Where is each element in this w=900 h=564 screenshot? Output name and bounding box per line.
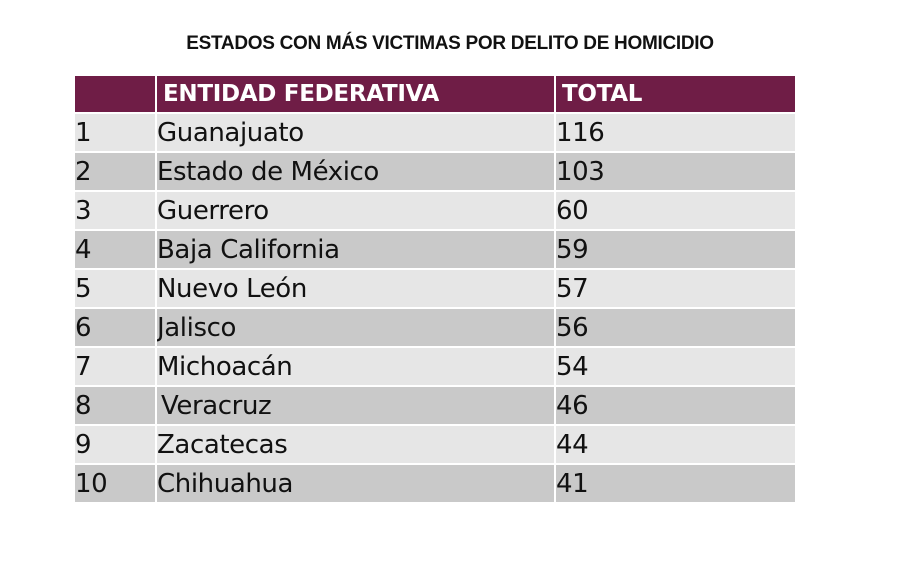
table-header-row: ENTIDAD FEDERATIVA TOTAL [73, 74, 797, 114]
table-row: 1 Guanajuato 116 [73, 112, 797, 153]
rank-cell: 8 [73, 385, 157, 426]
table-row: 10 Chihuahua 41 [73, 463, 797, 504]
rank-cell: 5 [73, 268, 157, 309]
homicide-victims-table: ENTIDAD FEDERATIVA TOTAL 1 Guanajuato 11… [73, 74, 797, 504]
rank-cell: 4 [73, 229, 157, 270]
header-entidad-federativa: ENTIDAD FEDERATIVA [155, 74, 556, 114]
table-row: 5 Nuevo León 57 [73, 268, 797, 309]
table-row: 9 Zacatecas 44 [73, 424, 797, 465]
entidad-cell: Nuevo León [155, 268, 556, 309]
entidad-cell: Guanajuato [155, 112, 556, 153]
total-cell: 46 [554, 385, 797, 426]
header-rank [73, 74, 157, 114]
table-row: 4 Baja California 59 [73, 229, 797, 270]
rank-cell: 7 [73, 346, 157, 387]
total-cell: 56 [554, 307, 797, 348]
header-total: TOTAL [554, 74, 797, 114]
rank-cell: 1 [73, 112, 157, 153]
entidad-cell: Baja California [155, 229, 556, 270]
rank-cell: 6 [73, 307, 157, 348]
entidad-cell: Veracruz [155, 385, 556, 426]
rank-cell: 10 [73, 463, 157, 504]
total-cell: 103 [554, 151, 797, 192]
table-row: 6 Jalisco 56 [73, 307, 797, 348]
entidad-cell: Guerrero [155, 190, 556, 231]
entidad-cell: Jalisco [155, 307, 556, 348]
total-cell: 116 [554, 112, 797, 153]
entidad-cell: Zacatecas [155, 424, 556, 465]
rank-cell: 9 [73, 424, 157, 465]
total-cell: 44 [554, 424, 797, 465]
rank-cell: 3 [73, 190, 157, 231]
table-row: 3 Guerrero 60 [73, 190, 797, 231]
entidad-cell: Michoacán [155, 346, 556, 387]
total-cell: 59 [554, 229, 797, 270]
rank-cell: 2 [73, 151, 157, 192]
total-cell: 54 [554, 346, 797, 387]
table-row: 2 Estado de México 103 [73, 151, 797, 192]
table-row: 8 Veracruz 46 [73, 385, 797, 426]
entidad-cell: Estado de México [155, 151, 556, 192]
total-cell: 41 [554, 463, 797, 504]
total-cell: 60 [554, 190, 797, 231]
table-row: 7 Michoacán 54 [73, 346, 797, 387]
entidad-cell: Chihuahua [155, 463, 556, 504]
total-cell: 57 [554, 268, 797, 309]
page-title: ESTADOS CON MÁS VICTIMAS POR DELITO DE H… [186, 33, 714, 54]
